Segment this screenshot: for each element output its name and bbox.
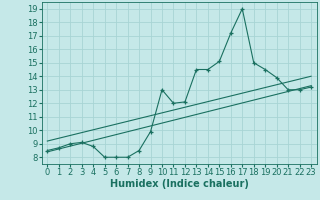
X-axis label: Humidex (Indice chaleur): Humidex (Indice chaleur) (110, 179, 249, 189)
